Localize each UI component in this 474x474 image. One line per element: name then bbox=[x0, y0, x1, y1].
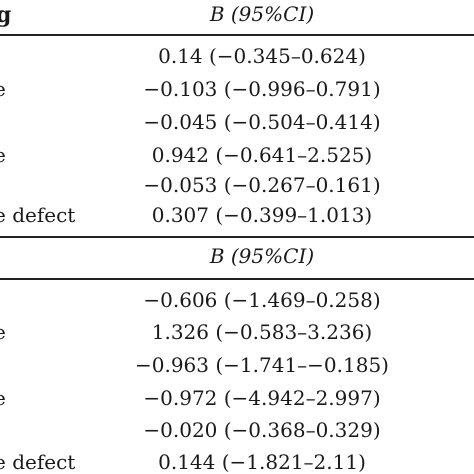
row-value: 0.307 (−0.399–1.013) bbox=[151, 203, 373, 227]
row-label: e bbox=[0, 322, 6, 342]
section-rule bbox=[0, 236, 474, 238]
row-value: 0.144 (−1.821–2.11) bbox=[158, 450, 366, 474]
row-label: e bbox=[0, 145, 6, 165]
row-value: −0.972 (−4.942–2.997) bbox=[143, 386, 381, 410]
header-rule-bottom bbox=[0, 278, 474, 280]
row-label: e bbox=[0, 388, 6, 408]
row-value: 0.14 (−0.345–0.624) bbox=[158, 44, 366, 68]
column-header-b-ci-bottom: B (95%CI) bbox=[209, 244, 315, 268]
column-header-b-ci-top: B (95%CI) bbox=[209, 2, 315, 26]
row-value: −0.020 (−0.368–0.329) bbox=[143, 418, 381, 442]
row-label: e defect bbox=[0, 450, 76, 474]
column-header-left: g bbox=[0, 2, 12, 28]
row-label: e defect bbox=[0, 203, 76, 227]
row-value: −0.053 (−0.267–0.161) bbox=[143, 173, 381, 197]
row-value: −0.103 (−0.996–0.791) bbox=[143, 77, 381, 101]
header-rule-top bbox=[0, 34, 474, 36]
row-value: −0.606 (−1.469–0.258) bbox=[143, 288, 381, 312]
row-value: −0.963 (−1.741–−0.185) bbox=[134, 353, 389, 377]
row-label: e bbox=[0, 79, 6, 99]
row-value: −0.045 (−0.504–0.414) bbox=[143, 110, 381, 134]
row-value: 1.326 (−0.583–3.236) bbox=[151, 320, 373, 344]
row-value: 0.942 (−0.641–2.525) bbox=[151, 143, 373, 167]
